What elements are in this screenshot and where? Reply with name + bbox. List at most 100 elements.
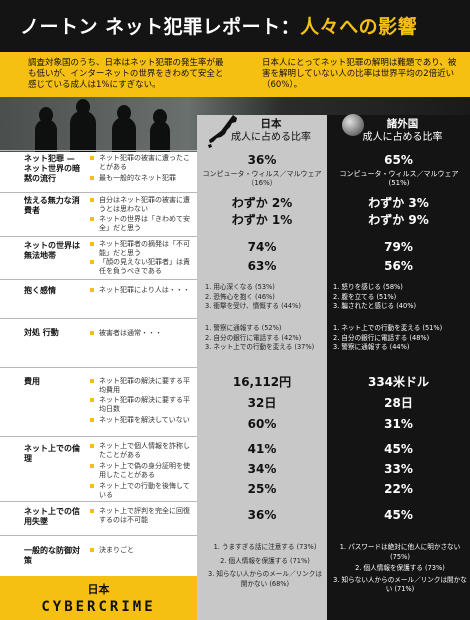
japan-action-list: 1. 警察に通報する (52%) 2. 自分の銀行に電話する (42%) 3. … <box>205 324 325 353</box>
global-defense-list: 1. パスワードは絶対に他人に明かさない (75%) 2. 個人情報を保護する … <box>333 543 467 595</box>
brand-logo-text: CYBERCRIME <box>41 599 156 615</box>
global-list-item: 3. 警察に通報する (44%) <box>333 343 410 351</box>
intro-left-text: 調査対象国のうち、日本はネット犯罪の発生率が最も低いが、インターネットの世界をき… <box>28 58 224 90</box>
japan-list-item: 1. 警察に通報する (52%) <box>205 324 282 332</box>
row-divider <box>0 501 197 502</box>
global-column-header: 諸外国 成人に占める比率 <box>335 118 470 144</box>
row-label: ネット犯罪を解決していない <box>90 416 194 425</box>
intro-banner: 調査対象国のうち、日本はネット犯罪の発生率が最も低いが、インターネットの世界をき… <box>0 52 470 97</box>
global-emotion-list: 1. 怒りを感じる (58%) 2. 腹を立てる (51%) 3. 騙されたと感… <box>333 283 467 312</box>
japan-value: 63% <box>247 259 277 273</box>
japan-emotion-list: 1. 用心深くなる (53%) 2. 恐怖心を抱く (46%) 3. 衝撃を受け… <box>205 283 325 312</box>
global-detail: コンピュータ・ウィルス／マルウェア(51%) <box>339 170 459 187</box>
japan-defense-list: 1. うますぎる話に注意する (73%) 2. 個人情報を保護する (71%) … <box>205 543 325 589</box>
japan-column-header: 日本 成人に占める比率 <box>215 118 327 144</box>
row-label: ネット犯罪者の摘発は「不可能」だと思う <box>90 240 194 258</box>
brand-country: 日本 <box>87 583 110 596</box>
row-label: 被害者は通常・・・ <box>90 329 194 338</box>
global-value: 56% <box>384 259 413 273</box>
intro-right-text: 日本人にとってネット犯罪の解明は難題であり、被害を解明していない人の比率は世界平… <box>262 58 457 90</box>
row-category: 一般的な防御対策 <box>24 546 80 565</box>
row-divider <box>0 279 197 280</box>
global-value: 45% <box>384 442 413 456</box>
japan-column-desc: 成人に占める比率 <box>231 132 311 143</box>
japan-value: 34% <box>247 462 277 476</box>
japan-list-item: 2. 個人情報を保護する (71%) <box>220 556 310 565</box>
row-divider <box>0 535 197 536</box>
title-accent: 人々への影響 <box>300 16 418 38</box>
row-category: 抱く感情 <box>24 286 56 295</box>
japan-list-item: 3. 衝撃を受け、憤慨する (44%) <box>205 302 301 310</box>
japan-value: わずか 2% <box>231 196 293 210</box>
global-list-item: 2. 自分の銀行に電話する (48%) <box>333 333 430 342</box>
row-divider <box>0 236 197 237</box>
row-label: ネット犯罪の被害に遭ったことがある <box>90 154 194 172</box>
silhouette-figure <box>35 107 57 152</box>
globe-icon <box>342 114 364 136</box>
row-label: ネット上での行動を後悔している <box>90 482 194 500</box>
title-bar: ノートン ネット犯罪レポート：人々への影響 <box>0 0 470 52</box>
japan-value: 41% <box>247 442 277 456</box>
row-category: ネットの世界は無法地帯 <box>24 241 80 260</box>
row-category: ネット上での倫理 <box>24 444 80 463</box>
row-category: 費用 <box>24 377 40 386</box>
japan-value: 32日 <box>247 396 277 410</box>
global-value: 22% <box>384 482 413 496</box>
global-value: 31% <box>384 417 413 431</box>
cybercrime-brand: 日本 CYBERCRIME <box>0 576 197 620</box>
row-category: 対処 行動 <box>24 328 59 337</box>
row-category: 怯える無力な消費者 <box>24 196 80 215</box>
title-main: ノートン ネット犯罪レポート： <box>20 16 301 38</box>
global-column <box>327 115 470 620</box>
silhouette-figure <box>112 105 136 152</box>
global-column-desc: 成人に占める比率 <box>362 132 443 143</box>
japan-column <box>197 115 327 620</box>
row-category: ネット犯罪 — ネット世界の暗黙の流行 <box>24 154 80 183</box>
global-value: わずか 9% <box>368 213 429 227</box>
japan-value: わずか 1% <box>231 213 293 227</box>
global-action-list: 1. ネット上での行動を変える (51%) 2. 自分の銀行に電話する (48%… <box>333 324 467 353</box>
global-value: 33% <box>384 462 413 476</box>
global-value: 65% <box>384 153 413 167</box>
row-label: ネット上で偽の身分証明を使用したことがある <box>90 462 194 480</box>
japan-list-item: 3. ネット上での行動を変える (37%) <box>205 343 315 351</box>
global-value: 334米ドル <box>367 375 430 389</box>
row-divider <box>0 150 197 151</box>
japan-list-item: 1. 用心深くなる (53%) <box>205 283 275 291</box>
global-list-item: 2. 腹を立てる (51%) <box>333 292 397 301</box>
row-label: ネットの世界は「きわめて安全」だと思う <box>90 215 194 233</box>
japan-value: 74% <box>247 240 277 254</box>
global-value: 28日 <box>384 396 413 410</box>
japan-detail: コンピュータ・ウィルス／マルウェア（16%） <box>202 170 322 187</box>
silhouette-figure <box>150 109 170 152</box>
global-value: 45% <box>384 508 413 522</box>
row-divider <box>0 192 197 193</box>
row-divider <box>0 318 197 319</box>
global-list-item: 3. 騙されたと感じる (40%) <box>333 302 417 310</box>
japan-value: 60% <box>247 417 277 431</box>
japan-value: 25% <box>247 482 277 496</box>
japan-value: 16,112円 <box>232 375 292 389</box>
row-label: ネット上で個人情報を詐称したことがある <box>90 442 194 460</box>
global-value: わずか 3% <box>368 196 429 210</box>
japan-list-item: 2. 恐怖心を抱く (46%) <box>205 292 275 301</box>
japan-value: 36% <box>247 508 277 522</box>
japan-value: 36% <box>247 153 277 167</box>
japan-map-icon <box>208 115 237 148</box>
row-label: ネット上で評判を完全に回復するのは不可能 <box>90 507 194 525</box>
japan-list-item: 3. 知らない人からのメール／リンクは開かない (68%) <box>208 570 322 588</box>
row-category: ネット上での信用失墜 <box>24 507 80 526</box>
global-list-item: 3. 知らない人からのメール／リンクは開かない (71%) <box>333 575 467 594</box>
japan-list-item: 2. 自分の銀行に電話する (42%) <box>205 333 302 342</box>
row-label: ネット犯罪の解決に要する平均日数 <box>90 396 194 414</box>
row-divider <box>0 436 197 437</box>
global-list-item: 1. パスワードは絶対に他人に明かさない (75%) <box>339 543 461 561</box>
japan-column-name: 日本 <box>260 118 282 130</box>
row-label: ネット犯罪の解決に要する平均費用 <box>90 377 194 395</box>
silhouette-figure <box>70 99 96 152</box>
row-label: 「顔の見えない犯罪者」は責任を負うべきである <box>90 258 194 276</box>
global-value: 79% <box>384 240 413 254</box>
japan-list-item: 1. うますぎる話に注意する (73%) <box>213 543 317 551</box>
global-list-item: 1. 怒りを感じる (58%) <box>333 283 403 291</box>
row-label: 自分はネット犯罪の被害に遭うとは思わない <box>90 196 194 214</box>
